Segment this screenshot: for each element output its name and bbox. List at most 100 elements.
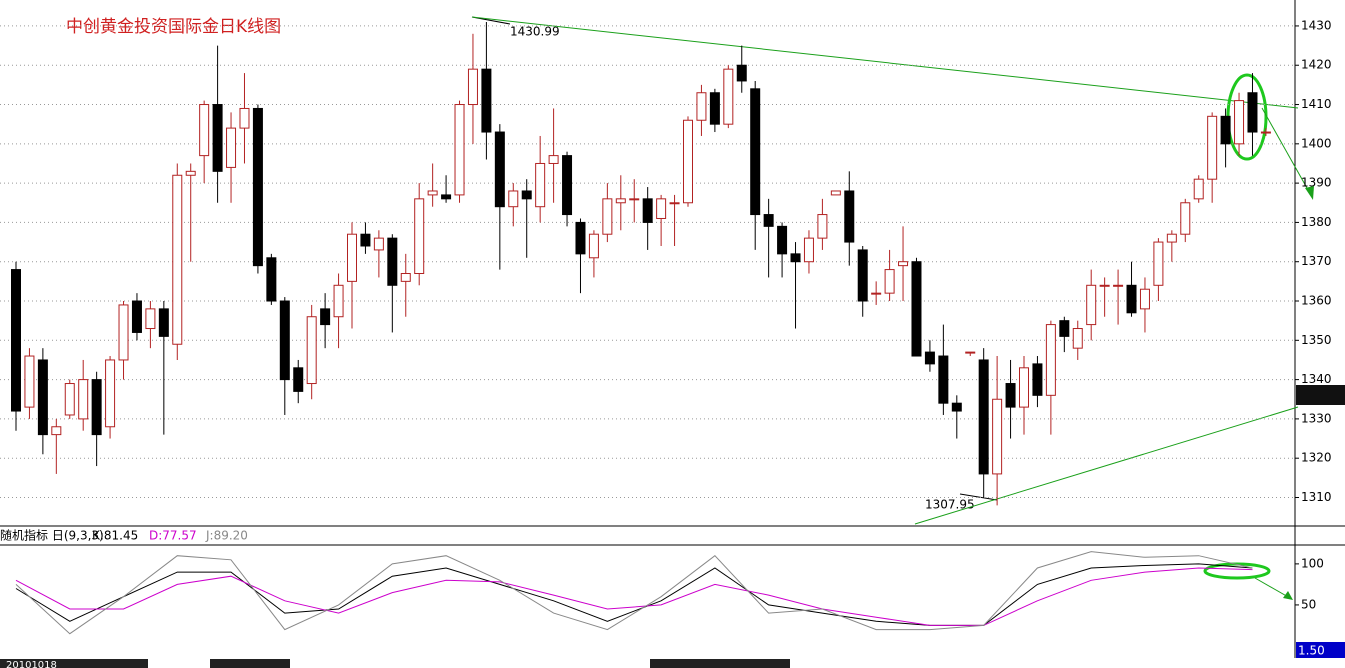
candle-body [266, 257, 277, 302]
candle-body [185, 170, 196, 176]
candle-body [602, 198, 613, 235]
y-tick-label: 1360 [1301, 294, 1332, 308]
y-tick-label: 1340 [1301, 372, 1332, 386]
candle-body [226, 127, 237, 168]
trend-line [471, 16, 1299, 109]
candle-body [1113, 284, 1124, 287]
indicator-title: 随机指标 日(9,3,3) [0, 528, 104, 543]
candle-body [911, 261, 922, 357]
y-tick-label: 1400 [1301, 136, 1332, 150]
candle-body [1260, 131, 1271, 134]
candle-body [441, 194, 452, 200]
candle-body [481, 68, 492, 133]
candle-body [696, 92, 707, 121]
y-tick-label: 1370 [1301, 254, 1332, 268]
candle-body [360, 233, 371, 247]
indicator-line [15, 567, 1253, 626]
candle-body [938, 355, 949, 404]
candle-body [239, 107, 250, 129]
arrow-head [1283, 591, 1293, 600]
candle-body [803, 237, 814, 263]
y-tick-label: 1390 [1301, 176, 1332, 190]
candle-body [414, 198, 425, 275]
candle-body [844, 190, 855, 243]
candle-body [467, 68, 478, 106]
candle-body [562, 155, 573, 216]
candle-body [830, 190, 841, 196]
candle-body [427, 190, 438, 196]
candle-body [172, 174, 183, 345]
y-tick-label: 1410 [1301, 97, 1332, 111]
candle-body [158, 308, 169, 337]
y-tick-label: 1380 [1301, 215, 1332, 229]
value-box [1296, 642, 1345, 658]
candle-body [508, 190, 519, 208]
candle-body [992, 398, 1003, 475]
candle-body [212, 104, 223, 172]
date-tab [210, 659, 290, 668]
candle-body [951, 402, 962, 412]
candle-body [400, 273, 411, 282]
candle-body [494, 131, 505, 208]
candle-body [51, 426, 62, 436]
candle-body [790, 253, 801, 263]
candle-body [656, 198, 667, 219]
candle-body [1234, 100, 1245, 145]
candle-body [1005, 383, 1016, 408]
candle-body [1247, 92, 1258, 133]
candle-body [777, 225, 788, 255]
candle-body [817, 214, 828, 239]
candle-body [669, 202, 680, 205]
candle-body [723, 68, 734, 125]
candle-body [1059, 320, 1070, 337]
indicator-line [15, 563, 1253, 626]
candle-body [279, 300, 290, 381]
candle-body [64, 383, 75, 416]
candle-body [736, 64, 747, 82]
candle-body [1207, 115, 1218, 180]
candle-body [884, 269, 895, 294]
candle-body [131, 300, 142, 333]
candle-body [1032, 363, 1043, 396]
candle-body [1220, 115, 1231, 145]
candle-body [11, 269, 21, 412]
candle-body [293, 367, 304, 392]
legend-entry: J:89.20 [205, 529, 248, 543]
date-label: 20101018 [6, 660, 57, 668]
chart-title: 中创黄金投资国际金日K线图 [66, 17, 281, 37]
annotation: 1307.95 [925, 498, 975, 512]
candle-body [857, 249, 868, 302]
candle-body [118, 304, 129, 361]
candle-body [306, 316, 317, 385]
arrow [1254, 577, 1291, 599]
candle-body [1180, 202, 1191, 235]
legend-entry: K:81.45 [92, 529, 138, 543]
y-tick-label: 1430 [1301, 18, 1332, 32]
date-tab [650, 659, 790, 668]
arrow [1261, 107, 1313, 198]
candle-body [1139, 288, 1150, 310]
candle-body [763, 214, 774, 227]
candle-body [78, 379, 89, 420]
candle-body [924, 351, 935, 365]
candle-body [521, 190, 532, 200]
candle-body [642, 198, 653, 223]
pointer [959, 493, 998, 501]
price-marker [1296, 385, 1345, 405]
candle-body [24, 355, 35, 408]
candle-body [1072, 328, 1083, 349]
candle-body [1126, 284, 1137, 314]
candle-body [1086, 284, 1097, 326]
candle-body [548, 155, 559, 164]
candle-body [1019, 367, 1029, 408]
candle-body [1193, 178, 1204, 200]
candle-body [37, 359, 48, 436]
y-tick-label: 1420 [1301, 58, 1332, 72]
candle-body [387, 237, 398, 286]
candle-body [1045, 324, 1056, 396]
annotation: 1430.99 [510, 25, 560, 39]
y-tick-label: 1330 [1301, 411, 1332, 425]
date-tab [0, 659, 148, 668]
